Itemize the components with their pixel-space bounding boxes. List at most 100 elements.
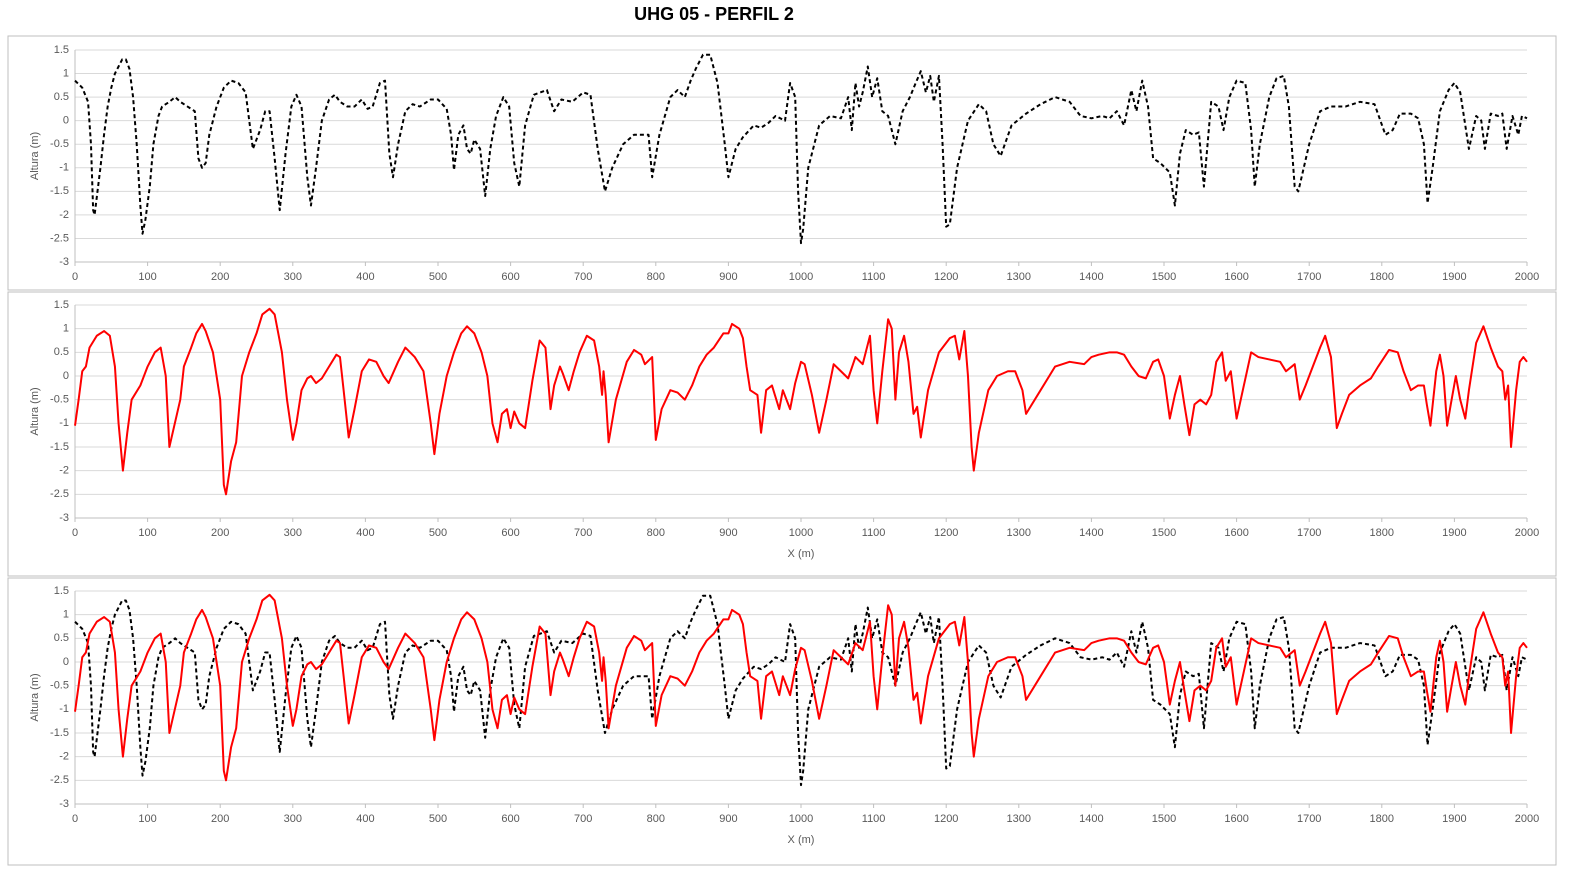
x-tick-label: 1800 bbox=[1370, 813, 1394, 825]
y-tick-label: 0.5 bbox=[54, 632, 69, 644]
x-tick-label: 1500 bbox=[1152, 271, 1176, 283]
x-tick-label: 1500 bbox=[1152, 527, 1176, 539]
x-tick-label: 700 bbox=[574, 527, 592, 539]
y-tick-label: -1.5 bbox=[50, 727, 69, 739]
x-tick-label: 1000 bbox=[789, 813, 813, 825]
x-tick-label: 200 bbox=[211, 813, 229, 825]
page-title: UHG 05 - PERFIL 2 bbox=[634, 4, 794, 24]
x-tick-label: 1300 bbox=[1007, 527, 1031, 539]
x-tick-label: 900 bbox=[719, 527, 737, 539]
x-tick-label: 1200 bbox=[934, 271, 958, 283]
panel-border bbox=[7, 577, 1557, 866]
y-tick-label: -2 bbox=[59, 751, 69, 763]
y-tick-label: -2.5 bbox=[50, 488, 69, 500]
x-tick-label: 1100 bbox=[862, 527, 886, 539]
y-tick-label: -1.5 bbox=[50, 185, 69, 197]
x-tick-label: 1900 bbox=[1442, 271, 1466, 283]
x-tick-label: 100 bbox=[138, 527, 156, 539]
x-tick-label: 900 bbox=[719, 271, 737, 283]
x-tick-label: 1800 bbox=[1370, 271, 1394, 283]
y-axis-label: Altura (m) bbox=[29, 387, 41, 435]
y-tick-label: 0.5 bbox=[54, 91, 69, 103]
x-tick-label: 1900 bbox=[1442, 527, 1466, 539]
x-tick-label: 700 bbox=[574, 271, 592, 283]
x-tick-label: 1300 bbox=[1007, 271, 1031, 283]
profile-line bbox=[74, 53, 1528, 245]
x-tick-label: 1900 bbox=[1442, 813, 1466, 825]
y-tick-label: -3 bbox=[59, 798, 69, 810]
x-tick-label: 1500 bbox=[1152, 813, 1176, 825]
profile-line bbox=[74, 307, 1528, 496]
y-tick-label: 1 bbox=[63, 609, 69, 621]
x-tick-label: 300 bbox=[284, 813, 302, 825]
y-tick-label: -3 bbox=[59, 512, 69, 524]
panel-border bbox=[7, 35, 1557, 291]
x-tick-label: 1400 bbox=[1079, 271, 1103, 283]
y-tick-label: 1.5 bbox=[54, 299, 69, 311]
x-tick-label: 2000 bbox=[1515, 271, 1539, 283]
x-tick-label: 400 bbox=[356, 813, 374, 825]
y-tick-label: 1.5 bbox=[54, 585, 69, 597]
x-tick-label: 500 bbox=[429, 813, 447, 825]
x-tick-label: 1100 bbox=[862, 271, 886, 283]
x-tick-label: 0 bbox=[72, 527, 78, 539]
x-axis-label: X (m) bbox=[788, 834, 815, 846]
x-tick-label: 0 bbox=[72, 271, 78, 283]
y-tick-label: -0.5 bbox=[50, 138, 69, 150]
y-tick-label: -0.5 bbox=[50, 394, 69, 406]
x-tick-label: 1100 bbox=[862, 813, 886, 825]
x-tick-label: 900 bbox=[719, 813, 737, 825]
x-tick-label: 1700 bbox=[1297, 271, 1321, 283]
x-tick-label: 2000 bbox=[1515, 527, 1539, 539]
y-tick-label: -2 bbox=[59, 465, 69, 477]
x-tick-label: 1600 bbox=[1224, 271, 1248, 283]
x-tick-label: 1200 bbox=[934, 527, 958, 539]
y-tick-label: 0 bbox=[63, 370, 69, 382]
x-tick-label: 1700 bbox=[1297, 527, 1321, 539]
x-tick-label: 100 bbox=[138, 271, 156, 283]
x-tick-label: 800 bbox=[647, 271, 665, 283]
x-tick-label: 1600 bbox=[1224, 527, 1248, 539]
y-tick-label: 1.5 bbox=[54, 44, 69, 56]
x-tick-label: 0 bbox=[72, 813, 78, 825]
y-tick-label: 0 bbox=[63, 656, 69, 668]
x-tick-label: 600 bbox=[501, 813, 519, 825]
x-tick-label: 1400 bbox=[1079, 813, 1103, 825]
x-tick-label: 100 bbox=[138, 813, 156, 825]
x-tick-label: 400 bbox=[356, 271, 374, 283]
x-tick-label: 1300 bbox=[1007, 813, 1031, 825]
x-tick-label: 1200 bbox=[934, 813, 958, 825]
x-tick-label: 600 bbox=[501, 527, 519, 539]
x-tick-label: 1700 bbox=[1297, 813, 1321, 825]
x-tick-label: 300 bbox=[284, 527, 302, 539]
y-tick-label: -0.5 bbox=[50, 680, 69, 692]
x-tick-label: 200 bbox=[211, 271, 229, 283]
x-axis-label: X (m) bbox=[788, 548, 815, 560]
y-tick-label: -1 bbox=[59, 703, 69, 715]
y-tick-label: -1 bbox=[59, 417, 69, 429]
x-tick-label: 1600 bbox=[1224, 813, 1248, 825]
y-tick-label: -3 bbox=[59, 256, 69, 268]
profile-line bbox=[74, 594, 1528, 787]
y-tick-label: 0.5 bbox=[54, 346, 69, 358]
x-tick-label: 300 bbox=[284, 271, 302, 283]
x-tick-label: 400 bbox=[356, 527, 374, 539]
x-tick-label: 1000 bbox=[789, 271, 813, 283]
x-tick-label: 500 bbox=[429, 271, 447, 283]
x-tick-label: 500 bbox=[429, 527, 447, 539]
x-tick-label: 1000 bbox=[789, 527, 813, 539]
y-tick-label: -1 bbox=[59, 162, 69, 174]
y-tick-label: 1 bbox=[63, 323, 69, 335]
y-tick-label: -2.5 bbox=[50, 774, 69, 786]
y-tick-label: 1 bbox=[63, 67, 69, 79]
x-tick-label: 1400 bbox=[1079, 527, 1103, 539]
y-tick-label: 0 bbox=[63, 115, 69, 127]
profile-line bbox=[74, 593, 1528, 782]
y-tick-label: -2.5 bbox=[50, 232, 69, 244]
x-tick-label: 600 bbox=[501, 271, 519, 283]
y-tick-label: -1.5 bbox=[50, 441, 69, 453]
x-tick-label: 200 bbox=[211, 527, 229, 539]
y-axis-label: Altura (m) bbox=[29, 132, 41, 180]
x-tick-label: 700 bbox=[574, 813, 592, 825]
